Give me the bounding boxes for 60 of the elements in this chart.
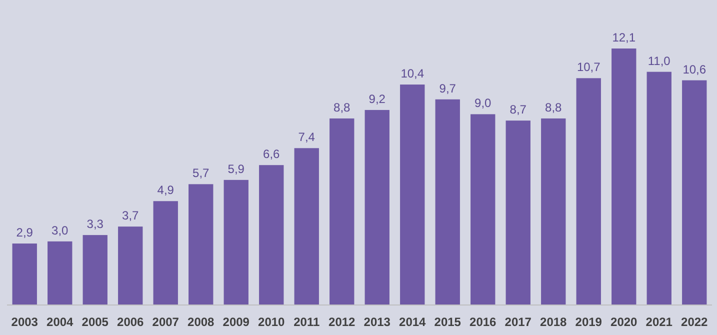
data-label: 5,7 bbox=[192, 166, 210, 180]
data-label: 3,3 bbox=[86, 217, 104, 232]
x-tick-label: 2018 bbox=[540, 315, 568, 329]
data-label: 7,4 bbox=[298, 130, 316, 144]
bar bbox=[400, 84, 425, 305]
x-tick-label: 2012 bbox=[328, 315, 356, 329]
x-tick-label: 2011 bbox=[294, 315, 320, 329]
data-label: 10,6 bbox=[682, 62, 706, 76]
data-label: 5,9 bbox=[228, 162, 245, 176]
x-tick-label: 2016 bbox=[470, 315, 497, 329]
bar bbox=[682, 80, 707, 305]
x-tick-label: 2013 bbox=[364, 315, 391, 329]
data-label: 8,8 bbox=[334, 100, 351, 114]
data-label: 2,9 bbox=[16, 226, 34, 240]
data-label: 11,0 bbox=[648, 54, 671, 68]
x-tick-label: 2022 bbox=[681, 315, 708, 329]
x-tick-label: 2019 bbox=[575, 315, 602, 329]
x-tick-label: 2007 bbox=[152, 315, 180, 329]
bar bbox=[364, 110, 390, 305]
bar bbox=[541, 118, 566, 305]
data-label: 10,7 bbox=[576, 60, 601, 74]
x-tick-label: 2015 bbox=[434, 315, 462, 329]
bar bbox=[576, 78, 601, 305]
bar bbox=[470, 114, 496, 305]
x-tick-label: 2003 bbox=[11, 315, 38, 329]
bar bbox=[259, 165, 284, 305]
x-tick-label: 2014 bbox=[399, 315, 426, 329]
data-label: 9,7 bbox=[439, 81, 456, 96]
bar bbox=[118, 226, 143, 305]
x-tick-label: 2009 bbox=[222, 315, 250, 329]
x-tick-label: 2004 bbox=[46, 315, 74, 329]
data-label: 3,0 bbox=[52, 223, 69, 238]
x-tick-label: 2010 bbox=[258, 315, 286, 329]
bar bbox=[82, 235, 108, 305]
data-label: 9,2 bbox=[368, 92, 386, 106]
data-label: 8,8 bbox=[545, 100, 562, 114]
bar bbox=[612, 48, 636, 305]
data-label: 6,6 bbox=[263, 147, 280, 162]
data-label: 9,0 bbox=[474, 96, 492, 110]
x-tick-label: 2005 bbox=[82, 315, 109, 329]
data-label: 12,1 bbox=[612, 30, 636, 44]
data-label: 10,4 bbox=[400, 66, 424, 81]
data-label: 4,9 bbox=[157, 183, 174, 198]
bar bbox=[330, 118, 354, 305]
bar bbox=[435, 99, 460, 305]
data-label: 8,7 bbox=[510, 102, 527, 117]
bar bbox=[48, 241, 72, 305]
bar bbox=[188, 184, 214, 305]
bar bbox=[506, 120, 530, 305]
bar bbox=[224, 180, 248, 305]
x-tick-label: 2017 bbox=[504, 315, 532, 329]
data-label: 3,7 bbox=[122, 208, 140, 223]
x-tick-label: 2020 bbox=[610, 315, 638, 329]
x-tick-label: 2006 bbox=[117, 315, 144, 329]
bar bbox=[294, 148, 319, 305]
x-tick-label: 2008 bbox=[188, 315, 215, 329]
bar bbox=[153, 201, 178, 305]
bar bbox=[646, 72, 672, 305]
bar bbox=[12, 244, 37, 305]
x-tick-label: 2021 bbox=[646, 315, 673, 329]
